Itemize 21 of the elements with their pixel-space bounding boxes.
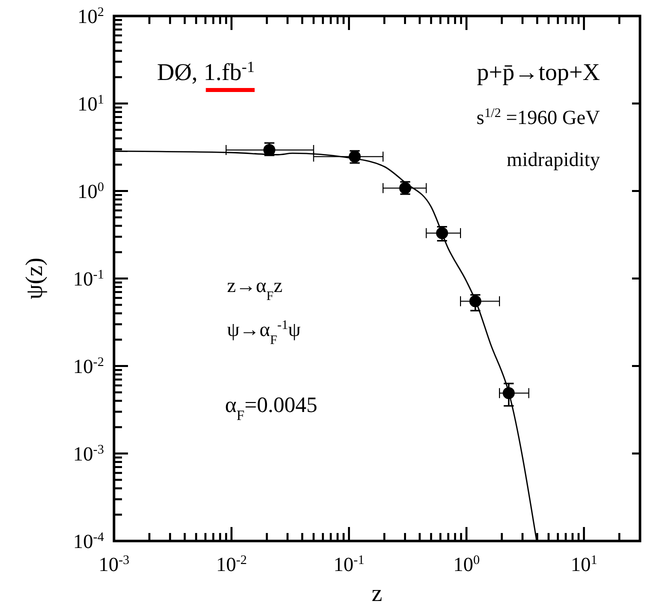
annotation: DØ, 1.fb$^{-1}$ (157, 58, 255, 86)
annotation: midrapidity (506, 149, 600, 171)
annotation: p+p̄→top+X (476, 60, 600, 86)
y-tick-label: 10$^{2}$ (78, 4, 104, 28)
y-axis-title: ψ(z) (22, 258, 48, 300)
annotation: ψ→α$_{F}$$^{-1}$ψ (227, 316, 302, 346)
annotation: s$^{1/2}$ =1960 GeV (476, 104, 601, 129)
x-axis-title: z (372, 581, 382, 607)
x-tick-label: 10$^{0}$ (453, 552, 480, 576)
y-tick-label: 10$^{-1}$ (73, 266, 104, 290)
annotation: α$_{F}$=0.0045 (225, 392, 318, 424)
y-tick-label: 10$^{-2}$ (73, 354, 104, 378)
x-tick-label: 10$^{1}$ (570, 552, 598, 576)
annotation: z→α$_{F}$z (227, 275, 283, 302)
y-tick-label: 10$^{-4}$ (73, 528, 104, 553)
y-tick-label: 10$^{-3}$ (73, 441, 104, 466)
x-tick-label: 10$^{-1}$ (334, 552, 364, 576)
y-tick-label: 10$^{0}$ (78, 178, 104, 203)
y-tick-label: 10$^{1}$ (78, 91, 104, 116)
x-tick-label: 10$^{-2}$ (216, 552, 247, 576)
x-tick-label: 10$^{-3}$ (98, 552, 130, 576)
